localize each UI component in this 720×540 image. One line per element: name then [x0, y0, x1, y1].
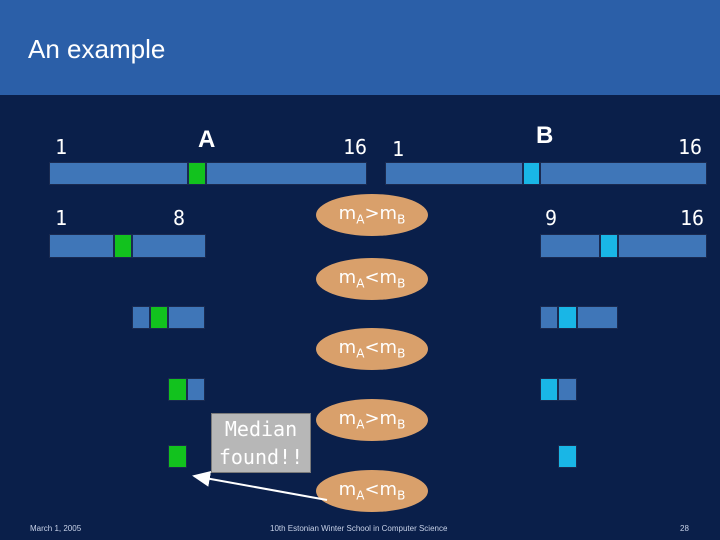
row4-array-b-median-cell: [540, 378, 558, 401]
row4-array-b-right-part: [558, 378, 577, 401]
row2-array-a-end-label: 8: [173, 206, 186, 230]
comparison-b: B: [397, 488, 406, 503]
row2-array-a-start-label: 1: [55, 206, 68, 230]
row1-array-b-median-cell: [523, 162, 540, 185]
row4-array-a-right-part: [187, 378, 205, 401]
comparison-prefix: m: [379, 203, 398, 224]
comparison-oval-5: mA<mB: [316, 470, 428, 512]
median-found-line2: found!!: [218, 445, 304, 469]
comparison-operator: >: [364, 203, 380, 224]
row1-array-b-start-label: 1: [392, 137, 405, 161]
median-found-box: Median found!!: [211, 413, 311, 473]
comparison-a: A: [356, 212, 365, 227]
comparison-a: A: [356, 488, 365, 503]
comparison-b: B: [397, 212, 406, 227]
row3-array-a-left-part: [132, 306, 150, 329]
row1-array-b-end-label: 16: [678, 135, 703, 159]
array-b-label: B: [536, 122, 554, 149]
comparison-oval-1: mA>mB: [316, 194, 428, 236]
row2-array-a-left-part: [49, 234, 114, 258]
comparison-oval-3: mA<mB: [316, 328, 428, 370]
row2-array-b-end-label: 16: [680, 206, 705, 230]
row1-array-b-right-part: [540, 162, 707, 185]
row1-array-a-left-part: [49, 162, 188, 185]
comparison-prefix: m: [379, 479, 398, 500]
footer-page-number: 28: [680, 524, 689, 533]
comparison-prefix: m: [379, 267, 398, 288]
comparison-oval-2: mA<mB: [316, 258, 428, 300]
comparison-prefix: m: [379, 408, 398, 429]
comparison-operator: <: [364, 479, 380, 500]
comparison-operator: >: [364, 408, 380, 429]
comparison-operator: <: [364, 267, 380, 288]
comparison-prefix: m: [338, 479, 357, 500]
row5-array-b-median-cell: [558, 445, 577, 468]
comparison-prefix: m: [338, 203, 357, 224]
row2-array-b-start-label: 9: [545, 206, 558, 230]
row3-array-b-median-cell: [558, 306, 577, 329]
title-bar: [0, 0, 720, 95]
row1-array-a-right-part: [206, 162, 367, 185]
comparison-a: A: [356, 346, 365, 361]
row3-array-a-right-part: [168, 306, 205, 329]
row1-array-a-end-label: 16: [343, 135, 368, 159]
row3-array-b-left-part: [540, 306, 558, 329]
row3-array-b-right-part: [577, 306, 618, 329]
footer-date: March 1, 2005: [30, 524, 82, 533]
comparison-prefix: m: [338, 337, 357, 358]
row2-array-a-median-cell: [114, 234, 132, 258]
array-a-label: A: [198, 126, 216, 153]
comparison-b: B: [397, 346, 406, 361]
footer-event: 10th Estonian Winter School in Computer …: [270, 524, 448, 533]
row4-array-a-median-cell: [168, 378, 187, 401]
row1-array-a-start-label: 1: [55, 135, 68, 159]
row5-array-a-median-cell: [168, 445, 187, 468]
comparison-operator: <: [364, 337, 380, 358]
comparison-prefix: m: [338, 267, 357, 288]
row3-array-a-median-cell: [150, 306, 168, 329]
median-found-line1: Median: [224, 417, 298, 441]
row1-array-a-median-cell: [188, 162, 206, 185]
comparison-a: A: [356, 417, 365, 432]
row1-array-b-left-part: [385, 162, 523, 185]
comparison-oval-4: mA>mB: [316, 399, 428, 441]
comparison-prefix: m: [379, 337, 398, 358]
comparison-prefix: m: [338, 408, 357, 429]
slide-title: An example: [28, 34, 166, 64]
row2-array-a-right-part: [132, 234, 206, 258]
row2-array-b-median-cell: [600, 234, 618, 258]
row2-array-b-left-part: [540, 234, 600, 258]
comparison-b: B: [397, 276, 406, 291]
comparison-a: A: [356, 276, 365, 291]
row2-array-b-right-part: [618, 234, 707, 258]
comparison-b: B: [397, 417, 406, 432]
